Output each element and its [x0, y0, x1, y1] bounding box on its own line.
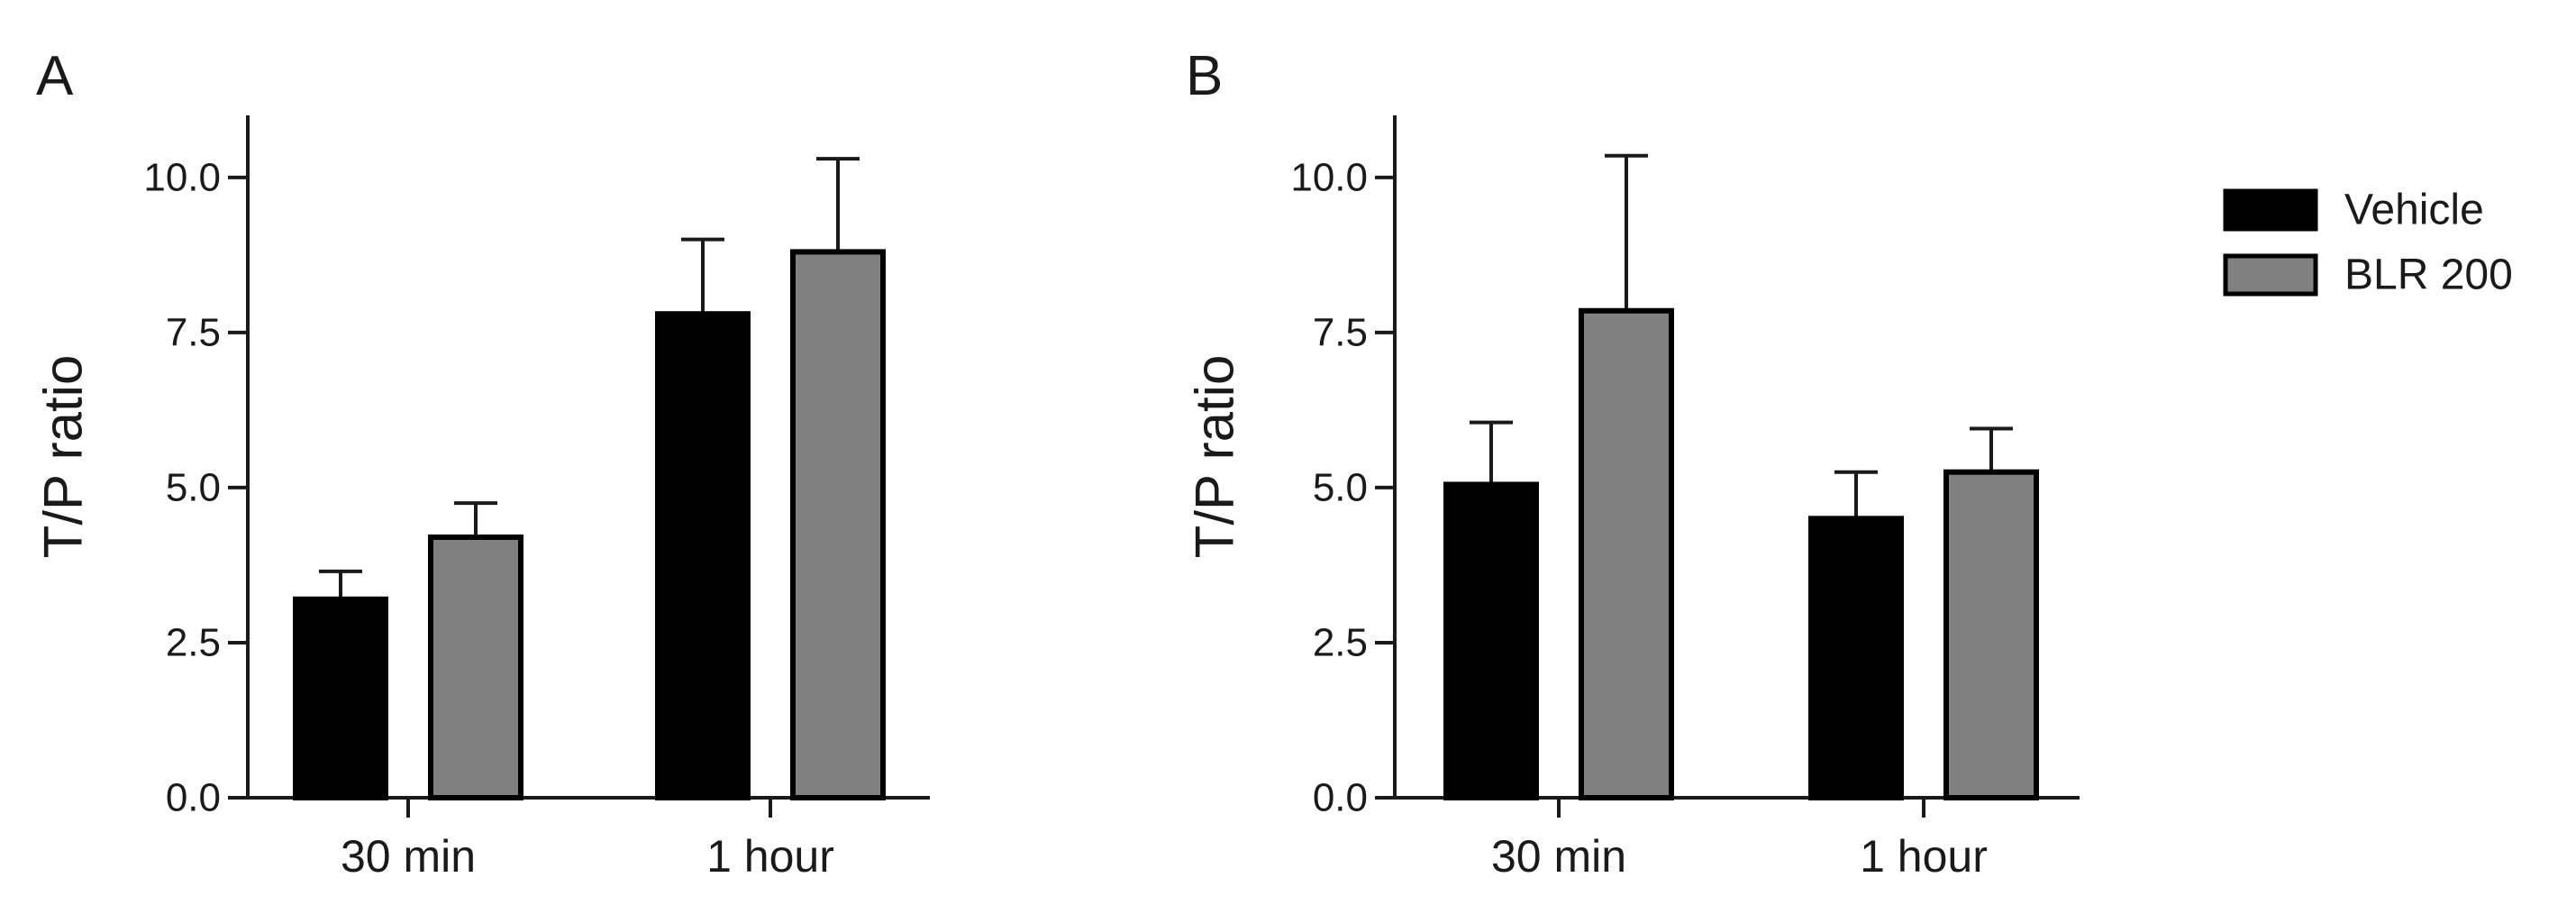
panel-a: A T/P ratio 0.0 2.5 5.0 7.5 10.0 30 min 1 hour	[33, 45, 930, 882]
x-tick-label: 30 min	[341, 831, 476, 882]
legend-swatch	[2223, 253, 2318, 297]
x-tick-label: 30 min	[1491, 831, 1626, 882]
bar-vehicle	[1808, 516, 1904, 800]
legend-swatch	[2223, 188, 2318, 232]
y-tick-label: 10.0	[143, 155, 221, 199]
bar-blr-200	[428, 534, 523, 800]
y-tick-label: 5.0	[1313, 465, 1368, 509]
x-tick-label: 1 hour	[706, 831, 834, 882]
y-tick-label: 0.0	[1313, 776, 1368, 820]
legend-label: BLR 200	[2344, 251, 2513, 299]
y-tick-label: 5.0	[166, 465, 221, 509]
y-tick-label: 10.0	[1290, 155, 1368, 199]
y-tick-label: 0.0	[166, 776, 221, 820]
y-axis-title: T/P ratio	[1185, 355, 1245, 559]
bar-blr-200	[1579, 307, 1674, 800]
y-axis-title: T/P ratio	[33, 355, 94, 559]
panel-letter: A	[36, 45, 74, 107]
bar-blr-200	[790, 249, 886, 800]
y-tick-label: 2.5	[166, 620, 221, 664]
y-tick-label: 2.5	[1313, 620, 1368, 664]
panel-letter: B	[1186, 45, 1223, 107]
panel-b: B T/P ratio 0.0 2.5 5.0 7.5 10.0 30 min 1 hour	[1185, 45, 2080, 882]
y-tick-label: 7.5	[166, 310, 221, 354]
bar-vehicle	[1443, 481, 1539, 801]
legend: Vehicle BLR 200	[2223, 187, 2513, 299]
bar-vehicle	[655, 311, 751, 800]
y-tick-label: 7.5	[1313, 310, 1368, 354]
x-tick-label: 1 hour	[1860, 831, 1988, 882]
legend-label: Vehicle	[2344, 187, 2484, 234]
bar-vehicle	[293, 596, 388, 800]
bar-blr-200	[1943, 469, 2039, 800]
